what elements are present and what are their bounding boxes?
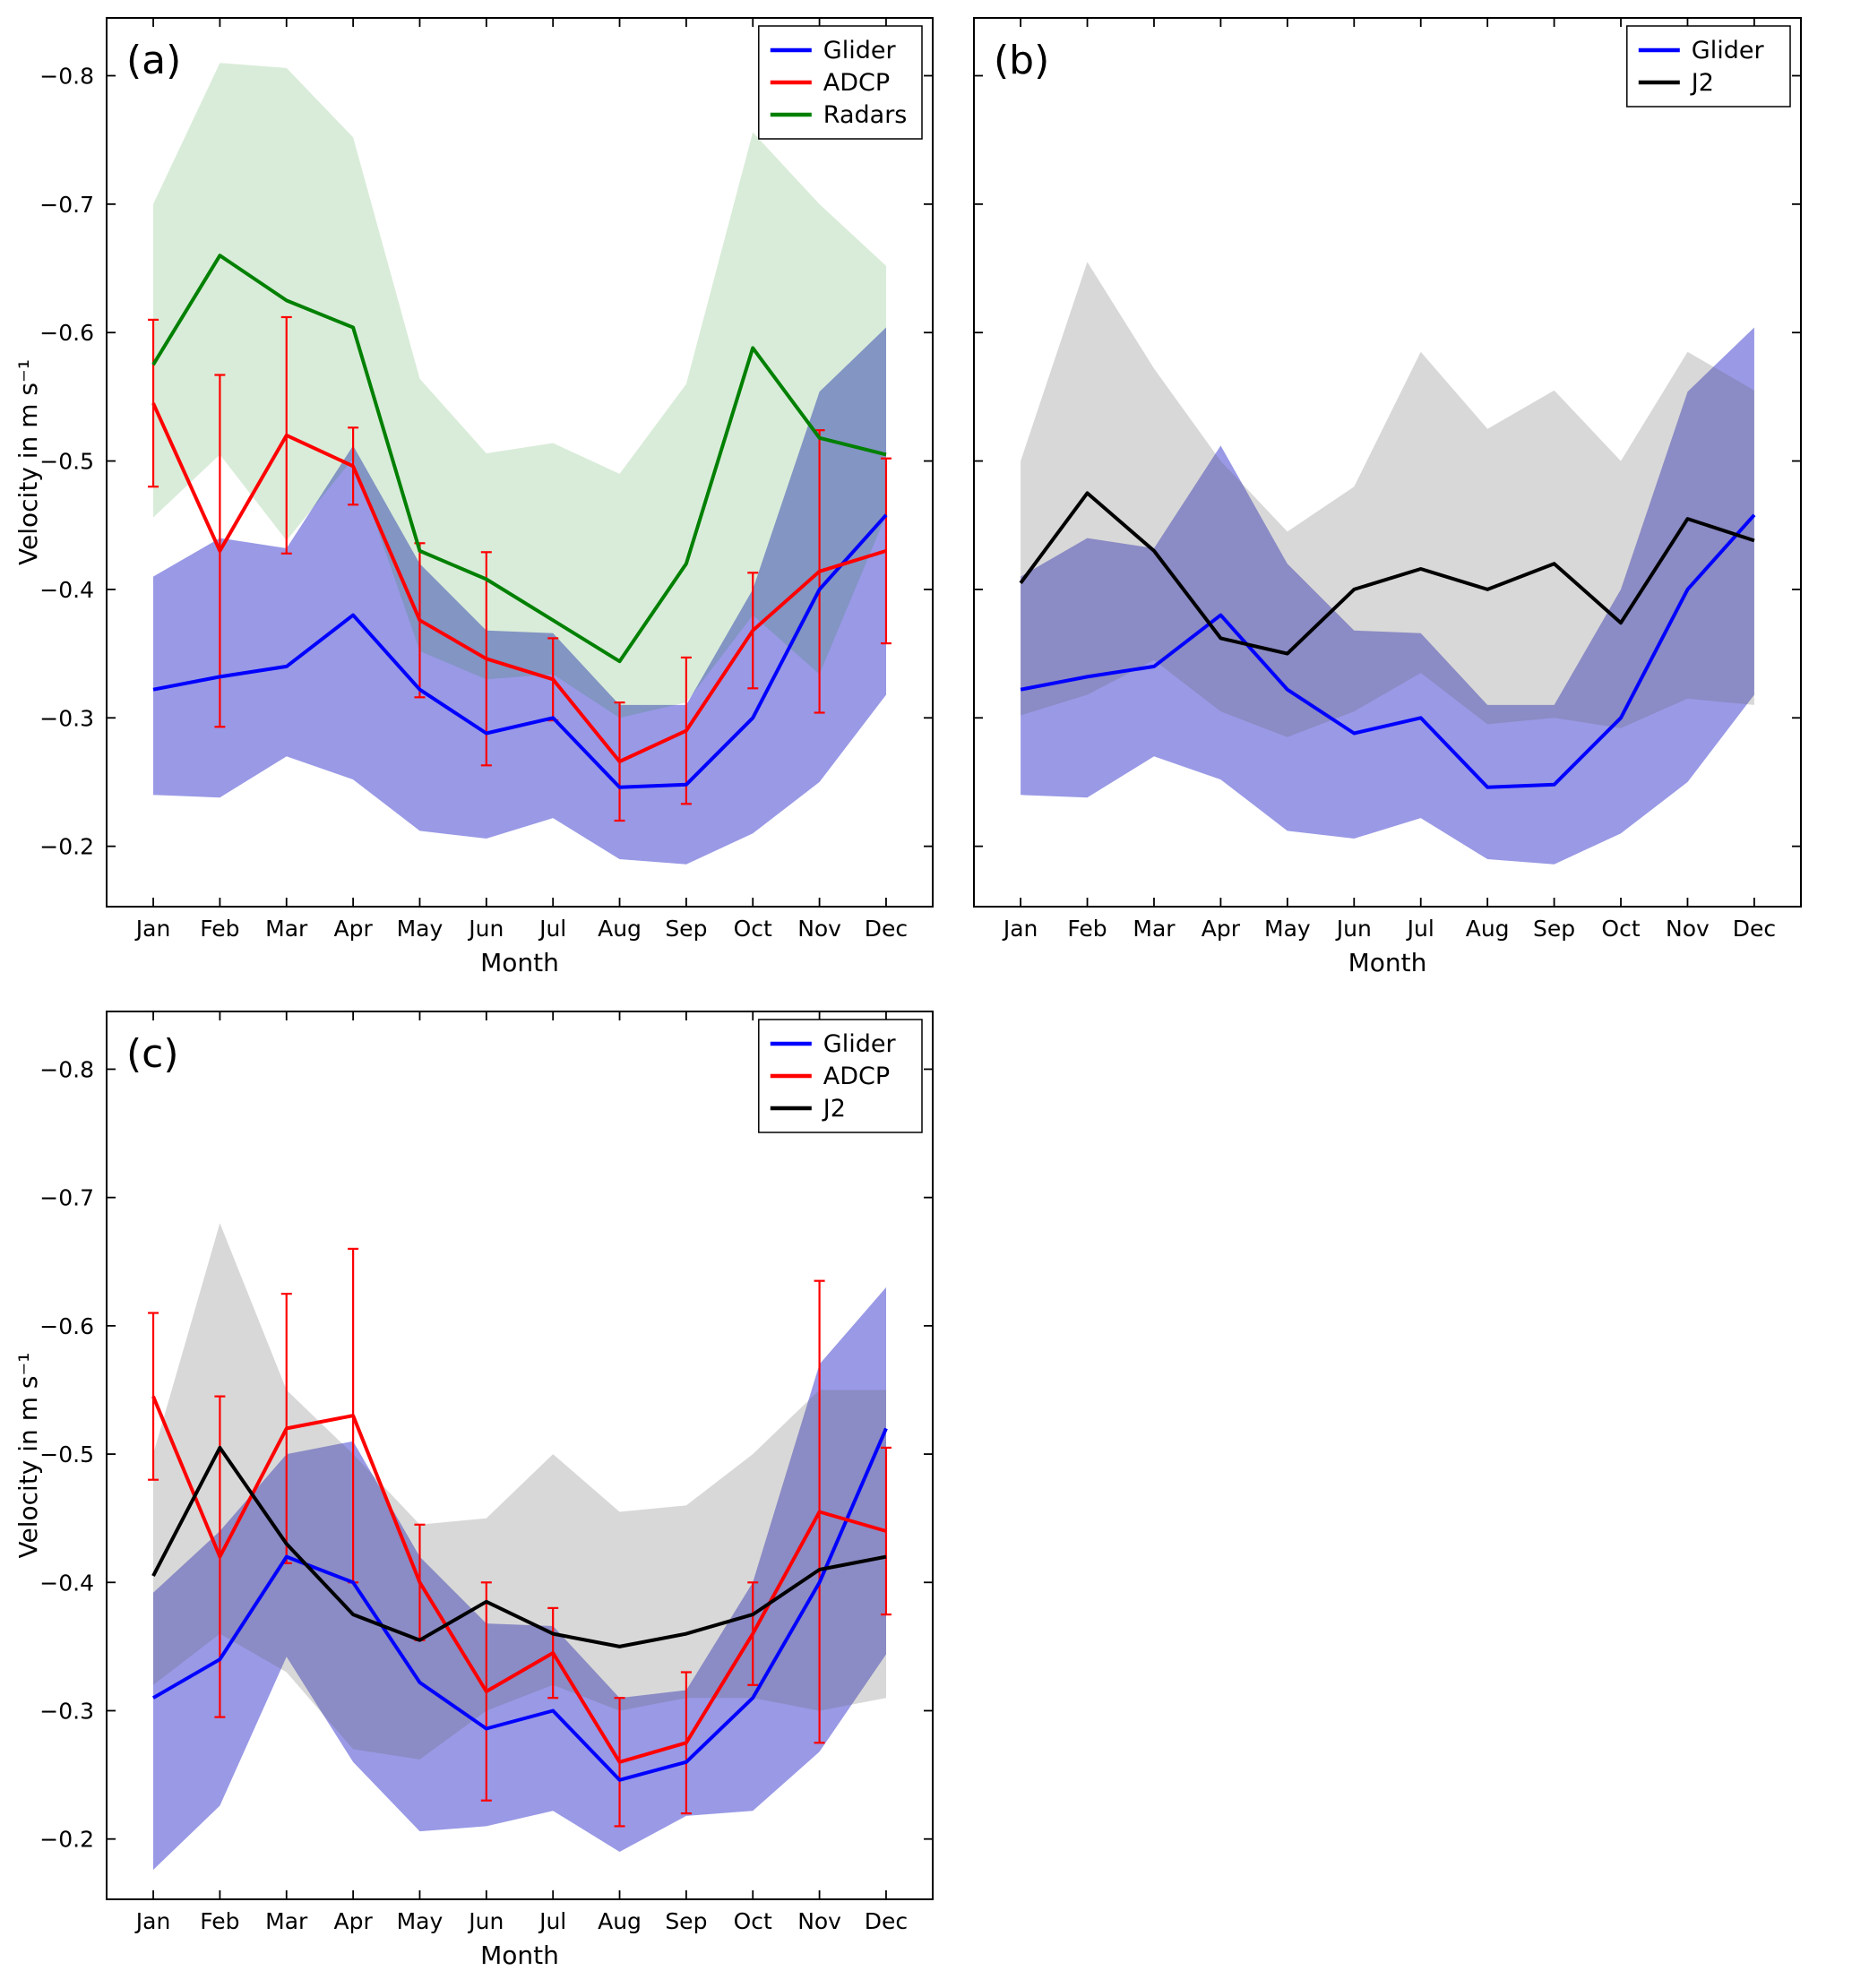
glider-line <box>151 1427 888 1782</box>
legend-label: Glider <box>1692 37 1765 65</box>
x-tick-label: Jul <box>538 916 566 942</box>
x-tick-label: Nov <box>797 916 841 942</box>
x-tick-label: May <box>1264 916 1311 942</box>
glider-uncertainty-band <box>1021 327 1754 865</box>
panel-c: Jan Feb Mar Apr May Jun Jul Aug Sep Oct Nov Dec −0.8… <box>13 1011 934 1970</box>
x-tick-label: Feb <box>200 916 239 942</box>
x-axis-label: Month <box>480 1941 559 1970</box>
y-tick-label: −0.8 <box>39 1056 94 1082</box>
y-tick-label: −0.6 <box>39 1313 94 1339</box>
y-tick-label: −0.4 <box>39 577 94 603</box>
x-axis-label: Month <box>480 948 559 977</box>
x-tick-label: Apr <box>333 1908 373 1934</box>
j2-uncertainty-band <box>153 1223 886 1760</box>
x-axis-label: Month <box>1348 948 1427 977</box>
glider-line <box>152 513 888 789</box>
y-tick-label: −0.6 <box>39 320 94 346</box>
radars-line <box>151 254 887 664</box>
legend-label: Radars <box>823 101 908 129</box>
x-tick-label: Apr <box>1202 916 1241 942</box>
panel-b: Jan Feb Mar Apr May Jun Jul Aug Sep Oct Nov Dec Mont… <box>973 17 1802 977</box>
x-tick-label: Apr <box>333 916 373 942</box>
x-tick-label: Oct <box>1601 916 1640 942</box>
x-tick-label: Dec <box>865 1908 908 1934</box>
y-tick-label: −0.5 <box>39 1442 94 1467</box>
glider-uncertainty-band <box>153 1287 886 1871</box>
legend-box <box>758 25 923 140</box>
x-tick-label: Nov <box>797 1908 841 1934</box>
axes-frame <box>973 17 1802 908</box>
x-tick-label: Sep <box>1533 916 1575 942</box>
x-tick-label: Jul <box>1406 916 1434 942</box>
x-tick-label: Dec <box>1733 916 1776 942</box>
x-tick-label: Jun <box>467 916 504 942</box>
x-tick-label: Mar <box>265 916 308 942</box>
y-tick-label: −0.4 <box>39 1570 94 1596</box>
panel-a: Jan Feb Mar Apr May Jun Jul Aug Sep Oct Nov Dec −0.8… <box>13 17 934 977</box>
legend-label: Glider <box>823 37 897 65</box>
y-tick-label: −0.7 <box>39 1185 94 1211</box>
x-tick-label: Sep <box>665 1908 707 1934</box>
x-tick-label: Jun <box>467 1908 504 1934</box>
y-tick-label: −0.3 <box>39 1698 94 1724</box>
x-tick-label: Jan <box>134 1908 171 1934</box>
x-tick-label: May <box>397 1908 444 1934</box>
j2-line <box>151 1445 887 1648</box>
x-tick-label: Aug <box>598 1908 642 1934</box>
x-tick-label: Aug <box>598 916 642 942</box>
j2-line <box>1019 491 1755 656</box>
x-tick-label: Nov <box>1666 916 1710 942</box>
x-tick-label: Sep <box>665 916 707 942</box>
legend-label: Glider <box>823 1030 897 1058</box>
x-tick-label: Oct <box>734 916 772 942</box>
tick-marks <box>107 1011 933 1899</box>
adcp-line <box>151 1395 887 1764</box>
legend-box <box>1626 25 1791 108</box>
x-tick-label: Jul <box>538 1908 566 1934</box>
tick-marks <box>974 18 1801 907</box>
x-tick-label: May <box>397 916 444 942</box>
axes-frame <box>106 17 934 908</box>
legend: Glider ADCP Radars <box>758 25 923 140</box>
glider-line <box>1020 513 1756 789</box>
panel-letter: (c) <box>126 1031 179 1077</box>
j2-uncertainty-band <box>1021 262 1754 737</box>
legend-label: ADCP <box>823 1063 890 1090</box>
y-axis-label: Velocity in m s⁻¹ <box>13 359 43 565</box>
radars-uncertainty-band <box>153 63 886 719</box>
x-tick-label: Aug <box>1466 916 1510 942</box>
x-tick-label: Jan <box>1002 916 1038 942</box>
adcp-line <box>151 402 887 763</box>
legend-label: J2 <box>1690 69 1714 97</box>
axes-frame <box>106 1011 934 1900</box>
legend: Glider J2 <box>1626 25 1791 108</box>
x-tick-label: Jun <box>1335 916 1372 942</box>
y-tick-label: −0.2 <box>39 834 94 860</box>
x-tick-label: Mar <box>1133 916 1176 942</box>
y-tick-label: −0.2 <box>39 1827 94 1853</box>
legend-label: ADCP <box>823 69 890 97</box>
x-tick-label: Oct <box>734 1908 772 1934</box>
x-tick-label: Feb <box>200 1908 239 1934</box>
x-tick-label: Jan <box>134 916 171 942</box>
x-tick-label: Dec <box>865 916 908 942</box>
x-tick-label: Mar <box>265 1908 308 1934</box>
panel-letter: (b) <box>994 38 1049 83</box>
y-tick-label: −0.5 <box>39 449 94 475</box>
glider-uncertainty-band <box>153 327 886 865</box>
tick-marks <box>107 18 933 907</box>
y-axis-label: Velocity in m s⁻¹ <box>13 1353 43 1559</box>
y-tick-label: −0.3 <box>39 705 94 731</box>
y-tick-label: −0.7 <box>39 192 94 218</box>
x-tick-label: Feb <box>1067 916 1107 942</box>
y-tick-label: −0.8 <box>39 64 94 90</box>
panel-letter: (a) <box>126 38 181 83</box>
legend: Glider ADCP J2 <box>758 1019 923 1133</box>
legend-label: J2 <box>822 1095 846 1123</box>
